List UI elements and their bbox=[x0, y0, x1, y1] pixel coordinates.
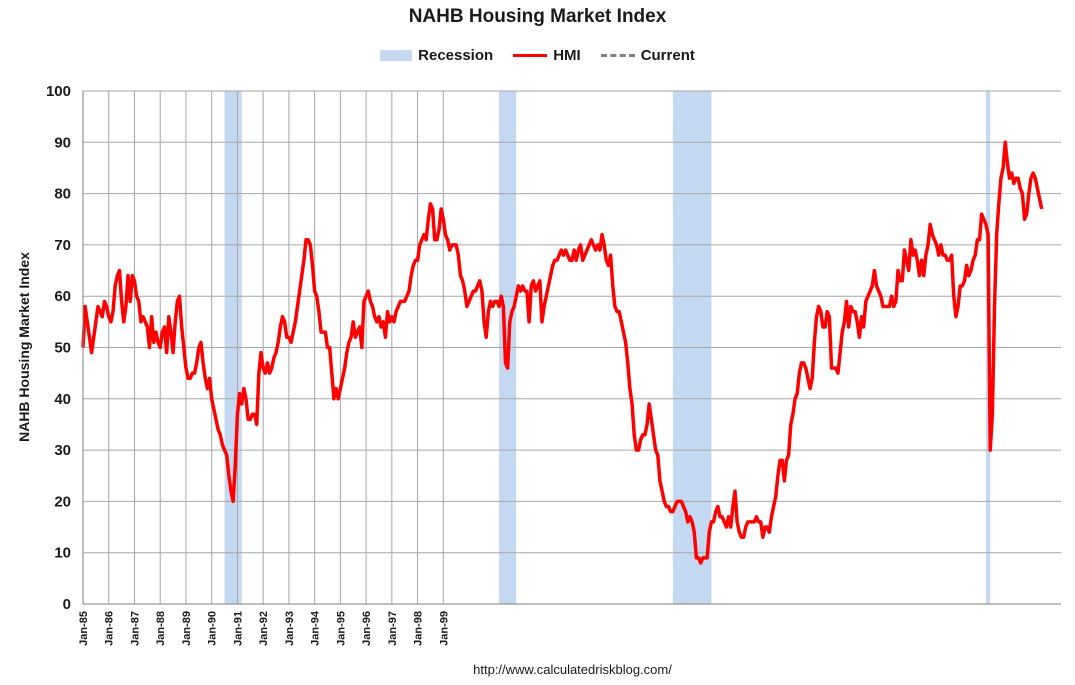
x-tick-label: Jan-97 bbox=[387, 611, 399, 646]
x-tick-label: Jan-99 bbox=[438, 611, 450, 646]
y-tick-label: 10 bbox=[54, 545, 71, 562]
hmi-line bbox=[81, 140, 1044, 565]
x-tick-label: Jan-94 bbox=[310, 610, 322, 646]
source-url: http://www.calculatedriskblog.com/ bbox=[473, 662, 672, 677]
x-tick-label: Jan-90 bbox=[207, 611, 219, 646]
y-tick-label: 60 bbox=[54, 288, 71, 305]
x-tick-label: Jan-89 bbox=[181, 611, 193, 646]
x-tick-label: Jan-91 bbox=[232, 611, 244, 646]
legend-item-recession: Recession bbox=[380, 47, 493, 64]
legend-label-recession: Recession bbox=[418, 47, 494, 64]
legend-item-hmi: HMI bbox=[513, 47, 581, 64]
y-tick-label: 40 bbox=[54, 391, 71, 408]
y-tick-label: 80 bbox=[54, 186, 71, 203]
legend-swatch-recession bbox=[380, 50, 413, 61]
chart-title: NAHB Housing Market Index bbox=[408, 6, 667, 27]
legend-item-current: Current bbox=[600, 47, 695, 64]
y-tick-label: 20 bbox=[54, 493, 71, 510]
y-tick-label: 90 bbox=[54, 134, 71, 151]
x-tick-label: Jan-93 bbox=[284, 611, 296, 646]
x-tick-label: Jan-88 bbox=[155, 611, 167, 646]
x-tick-label: Jan-87 bbox=[129, 611, 141, 646]
x-tick-label: Jan-98 bbox=[413, 611, 425, 646]
chart-legend: Recession HMI Current bbox=[0, 47, 1075, 64]
legend-swatch-current bbox=[600, 54, 635, 57]
x-tick-label: Jan-92 bbox=[258, 611, 270, 646]
x-tick-label: Jan-95 bbox=[335, 611, 347, 646]
x-tick-label: Jan-96 bbox=[361, 611, 373, 646]
y-tick-label: 100 bbox=[46, 83, 71, 100]
legend-label-current: Current bbox=[640, 47, 695, 64]
x-tick-label: Jan-86 bbox=[104, 611, 116, 646]
y-tick-label: 50 bbox=[54, 340, 71, 357]
x-tick-label: Jan-85 bbox=[78, 611, 90, 646]
y-tick-label: 30 bbox=[54, 442, 71, 459]
legend-label-hmi: HMI bbox=[553, 47, 581, 64]
y-tick-label: 0 bbox=[63, 596, 71, 613]
y-tick-label: 70 bbox=[54, 237, 71, 254]
legend-swatch-hmi bbox=[513, 54, 548, 57]
